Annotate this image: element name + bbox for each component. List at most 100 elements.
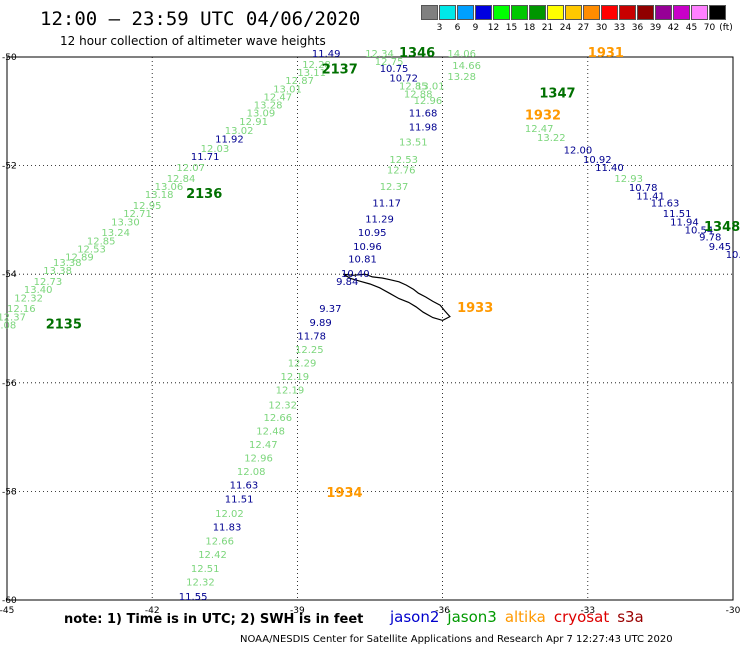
legend-item-cryosat: cryosat — [553, 608, 610, 626]
color-scale-label: 15 — [505, 23, 518, 33]
legend-item-jason2: jason2 — [390, 608, 440, 626]
wave-height-reading: 10.40 — [341, 269, 370, 280]
wave-height-reading: 13.09 — [247, 109, 276, 120]
color-scale-label: 3 — [436, 23, 443, 33]
wave-height-reading: 13.38 — [53, 258, 82, 269]
wave-height-reading: 12.19 — [276, 386, 305, 397]
wave-height-reading: 12.71 — [123, 209, 152, 220]
footnote: note: 1) Time is in UTC; 2) SWH is in fe… — [64, 612, 364, 627]
color-scale-label: 9 — [472, 23, 479, 33]
wave-height-reading: 13.22 — [537, 133, 566, 144]
pass-time-label: 2137 — [322, 62, 358, 77]
wave-height-reading: 13.28 — [447, 72, 476, 83]
pass-time-label: 2135 — [46, 318, 82, 333]
color-swatch — [565, 5, 582, 20]
wave-height-reading: 9.89 — [310, 318, 332, 329]
wave-height-reading: 12.25 — [295, 345, 324, 356]
wave-height-reading: 13.06 — [155, 182, 184, 193]
wave-height-reading: 11.83 — [213, 523, 242, 534]
wave-height-reading: 14.06 — [447, 49, 476, 60]
color-scale-label: 12 — [487, 23, 500, 33]
wave-height-reading: 12.96 — [244, 454, 273, 465]
wave-height-reading: 11.41 — [636, 191, 665, 202]
wave-height-reading: 12.28 — [302, 60, 331, 71]
credit-line: NOAA/NESDIS Center for Satellite Applica… — [240, 634, 673, 645]
color-swatch — [655, 5, 672, 20]
wave-height-reading: 10.78 — [629, 183, 658, 194]
color-scale-label: 21 — [541, 23, 554, 33]
wave-height-reading: 12.29 — [288, 359, 317, 370]
pass-time-label: 1932 — [525, 108, 561, 123]
lat-tick-label: -60 — [2, 596, 17, 606]
color-scale-label: 27 — [577, 23, 590, 33]
color-scale-unit: (ft) — [719, 23, 733, 33]
wave-height-reading: 11.78 — [297, 331, 326, 342]
color-scale-label: 45 — [685, 23, 698, 33]
wave-height-reading: 13.40 — [24, 285, 53, 296]
wave-height-reading: 12.34 — [365, 49, 394, 60]
wave-height-reading: 12.08 — [0, 321, 16, 332]
wave-height-reading: 12.32 — [186, 577, 215, 588]
color-swatch — [457, 5, 474, 20]
color-scale-label: 18 — [523, 23, 536, 33]
south-georgia-coastline — [343, 273, 451, 322]
pass-time-label: 1346 — [399, 46, 435, 61]
wave-height-reading: 12.42 — [198, 550, 227, 561]
pass-time-label: 1934 — [326, 486, 362, 501]
color-swatch — [493, 5, 510, 20]
wave-height-reading: 11.63 — [651, 198, 680, 209]
pass-time-label: 1348 — [704, 220, 740, 235]
wave-height-reading: 10.54 — [685, 226, 714, 237]
wave-height-reading: 13.51 — [399, 138, 428, 149]
color-scale-label: 39 — [649, 23, 662, 33]
wave-height-reading: 12.66 — [264, 413, 293, 424]
wave-height-reading: 13.01 — [416, 82, 445, 93]
lon-tick-label: -36 — [435, 606, 450, 616]
wave-height-reading: 12.00 — [564, 146, 593, 157]
wave-height-reading: 12.73 — [34, 277, 63, 288]
color-scale-label: 36 — [631, 23, 644, 33]
wave-height-reading: 9.45 — [709, 242, 731, 253]
wave-height-reading: 12.32 — [14, 293, 43, 304]
wave-height-reading: 10.81 — [348, 254, 377, 265]
pass-time-label: 2136 — [186, 187, 222, 202]
lon-tick-label: -33 — [580, 606, 595, 616]
wave-height-reading: 12.47 — [525, 124, 554, 135]
wave-height-reading: 9.37 — [319, 304, 341, 315]
wave-height-reading: 12.48 — [256, 426, 285, 437]
wave-height-reading: 9.84 — [336, 277, 358, 288]
wave-height-reading: 11.63 — [230, 481, 259, 492]
pass-time-label: 1347 — [539, 87, 575, 102]
wave-height-reading: 11.40 — [595, 163, 624, 174]
color-swatch — [511, 5, 528, 20]
color-swatch — [439, 5, 456, 20]
wave-height-reading: 10.96 — [726, 250, 740, 261]
color-scale-label: 24 — [559, 23, 572, 33]
wave-height-reading: 11.17 — [372, 198, 401, 209]
lat-tick-label: -56 — [2, 379, 17, 389]
wave-height-reading: 12.88 — [404, 90, 433, 101]
wave-height-reading: 9.78 — [699, 233, 721, 244]
wave-height-reading: 12.84 — [167, 174, 196, 185]
color-swatch — [637, 5, 654, 20]
lon-tick-label: -30 — [726, 606, 740, 616]
wave-height-reading: 13.30 — [111, 217, 140, 228]
wave-height-reading: 11.49 — [312, 49, 341, 60]
color-scale-label: 70 — [703, 23, 716, 33]
color-swatch — [583, 5, 600, 20]
wave-height-reading: 12.02 — [215, 509, 244, 520]
wave-height-reading: 12.47 — [264, 92, 293, 103]
map-subtitle: 12 hour collection of altimeter wave hei… — [60, 34, 326, 48]
wave-height-reading: 10.95 — [358, 228, 387, 239]
wave-height-reading: 12.47 — [249, 440, 278, 451]
wave-height-reading: 12.37 — [0, 312, 26, 323]
lon-tick-label: -42 — [145, 606, 160, 616]
wave-height-reading: 12.87 — [285, 76, 314, 87]
color-scale-label: 42 — [667, 23, 680, 33]
color-scale-label: 6 — [454, 23, 461, 33]
wave-height-reading: 12.93 — [614, 174, 643, 185]
wave-height-reading: 13.24 — [101, 228, 130, 239]
wave-height-reading: 11.51 — [225, 494, 254, 505]
wave-height-reading: 13.38 — [43, 266, 72, 277]
color-swatch — [619, 5, 636, 20]
